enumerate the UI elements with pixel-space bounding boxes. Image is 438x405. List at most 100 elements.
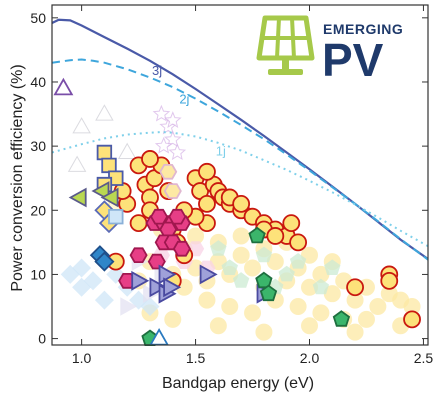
data-point-triangle-left xyxy=(68,187,87,208)
data-point-triangle-right xyxy=(131,270,150,291)
data-point-circle xyxy=(232,227,250,245)
data-point-diamond xyxy=(94,290,114,310)
y-tick-label: 0 xyxy=(38,331,46,347)
data-point-triangle-up xyxy=(95,104,114,121)
data-point-square xyxy=(108,208,124,225)
data-point-pentagon xyxy=(259,284,278,302)
data-point-hexagon xyxy=(129,247,148,264)
data-point-square xyxy=(101,157,117,174)
y-tick-label: 40 xyxy=(30,74,46,90)
data-point-circle xyxy=(141,150,159,168)
data-point-pentagon xyxy=(221,259,238,275)
data-point-star xyxy=(163,130,182,148)
data-point-square xyxy=(96,144,113,161)
data-point-hexagon xyxy=(159,221,178,238)
limit-line-label-2j: 2j xyxy=(179,91,189,106)
data-point-pentagon xyxy=(232,272,250,288)
data-point-triangle-right xyxy=(199,264,218,285)
data-point-circle xyxy=(312,304,330,322)
data-point-triangle-right xyxy=(120,297,138,316)
data-point-circle xyxy=(164,310,182,328)
data-point-circle xyxy=(289,298,307,316)
data-point-star xyxy=(154,136,173,154)
data-point-hexagon xyxy=(118,272,137,289)
data-point-triangle-up xyxy=(53,77,74,96)
data-point-circle xyxy=(301,317,319,335)
data-point-circle xyxy=(232,246,250,264)
data-point-hexagon xyxy=(168,208,187,225)
data-point-circle xyxy=(380,271,399,290)
limit-line-1j xyxy=(51,130,429,248)
data-point-pentagon xyxy=(210,240,227,256)
logo: EMERGING PV xyxy=(256,15,403,86)
data-point-hexagon xyxy=(159,163,178,180)
data-point-triangle-up xyxy=(117,142,137,159)
axis-ticks-layer: 1.0 1.5 2.0 2.5 0 10 20 30 40 50 xyxy=(30,5,433,366)
data-point-circle xyxy=(244,259,262,277)
data-point-pentagon xyxy=(255,271,273,289)
limit-line-labels-layer: 3j 2j 1j xyxy=(152,63,226,159)
limit-line-label-1j: 1j xyxy=(216,144,226,159)
data-point-pentagon xyxy=(248,226,266,244)
x-tick-label: 1.5 xyxy=(186,350,206,366)
data-point-circle xyxy=(289,233,308,252)
data-point-circle xyxy=(346,323,364,341)
data-point-triangle-left xyxy=(91,181,110,201)
x-tick-label: 2.5 xyxy=(414,350,434,366)
data-point-star xyxy=(163,111,182,128)
data-point-circle xyxy=(198,291,216,309)
data-point-pentagon xyxy=(324,259,341,275)
y-tick-label: 10 xyxy=(30,266,46,282)
markers-layer xyxy=(53,77,421,347)
data-point-diamond xyxy=(140,296,160,317)
data-point-pentagon xyxy=(289,252,307,269)
data-point-circle xyxy=(244,304,262,322)
data-point-diamond xyxy=(72,258,92,278)
logo-text-pv: PV xyxy=(322,34,384,86)
data-point-diamond xyxy=(94,251,115,272)
data-point-circle xyxy=(369,298,387,316)
data-point-circle xyxy=(266,227,285,245)
limit-lines-layer xyxy=(51,18,429,261)
data-point-diamond xyxy=(83,271,103,291)
data-point-hexagon xyxy=(147,253,166,270)
data-point-circle xyxy=(282,214,301,233)
data-point-triangle-left xyxy=(100,187,119,208)
y-tick-label: 50 xyxy=(30,10,46,26)
data-point-triangle-up xyxy=(72,117,91,134)
data-point-pentagon xyxy=(255,246,273,263)
x-tick-label: 1.0 xyxy=(72,350,92,366)
data-point-circle xyxy=(198,162,216,181)
data-point-star xyxy=(168,143,187,161)
data-point-circle xyxy=(255,323,273,341)
logo-text-emerging: EMERGING xyxy=(323,21,403,37)
data-point-star xyxy=(152,104,171,122)
data-point-circle xyxy=(198,194,216,213)
data-point-pentagon xyxy=(278,265,295,282)
solar-panel-icon xyxy=(256,15,315,75)
data-point-triangle-right xyxy=(149,277,168,298)
data-point-pentagon xyxy=(312,278,330,295)
data-point-circle xyxy=(346,278,364,297)
data-point-diamond xyxy=(106,264,126,284)
limit-line-label-3j: 3j xyxy=(152,63,162,78)
data-point-circle xyxy=(129,214,148,233)
data-point-triangle-right xyxy=(163,277,182,298)
data-point-circle xyxy=(221,298,239,316)
data-point-circle xyxy=(357,310,375,328)
data-point-circle xyxy=(232,194,251,213)
data-point-pentagon xyxy=(332,310,351,327)
data-point-circle xyxy=(209,317,227,335)
x-axis-label: Bandgap energy (eV) xyxy=(162,375,314,392)
data-point-circle xyxy=(403,310,421,329)
data-point-hexagon xyxy=(172,240,191,257)
y-tick-label: 30 xyxy=(30,138,46,154)
data-point-triangle-up xyxy=(67,155,87,172)
y-axis-label: Power conversion efficiency (%) xyxy=(9,64,26,291)
plot-frame xyxy=(51,4,429,346)
data-point-hexagon xyxy=(163,183,182,199)
data-point-diamond xyxy=(72,277,92,297)
x-tick-label: 2.0 xyxy=(300,350,320,366)
